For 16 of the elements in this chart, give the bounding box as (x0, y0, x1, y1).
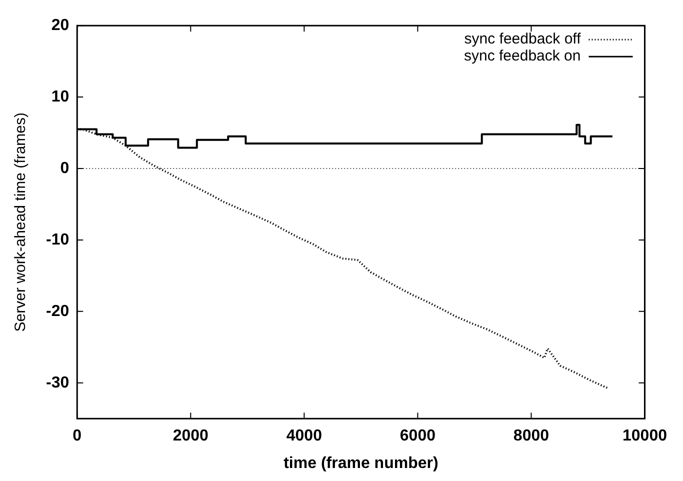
y-tick-label: 10 (51, 88, 70, 106)
y-tick-label: -20 (46, 302, 70, 320)
y-tick-label: -30 (46, 374, 70, 392)
y-axis-title: Server work-ahead time (frames) (12, 112, 30, 332)
x-tick-label: 0 (72, 428, 82, 445)
y-tick-label: 20 (51, 17, 70, 34)
x-tick-label: 6000 (400, 428, 436, 445)
legend-label: sync feedback off (464, 30, 582, 48)
x-tick-label: 4000 (286, 428, 322, 445)
y-tick-label: -10 (46, 231, 70, 248)
x-tick-label: 10000 (622, 428, 668, 445)
x-axis-title: time (frame number) (284, 454, 438, 472)
x-tick-label: 2000 (172, 428, 209, 445)
y-tick-label: 0 (60, 160, 70, 177)
legend-label: sync feedback on (464, 48, 581, 65)
x-tick-label: 8000 (513, 428, 550, 445)
